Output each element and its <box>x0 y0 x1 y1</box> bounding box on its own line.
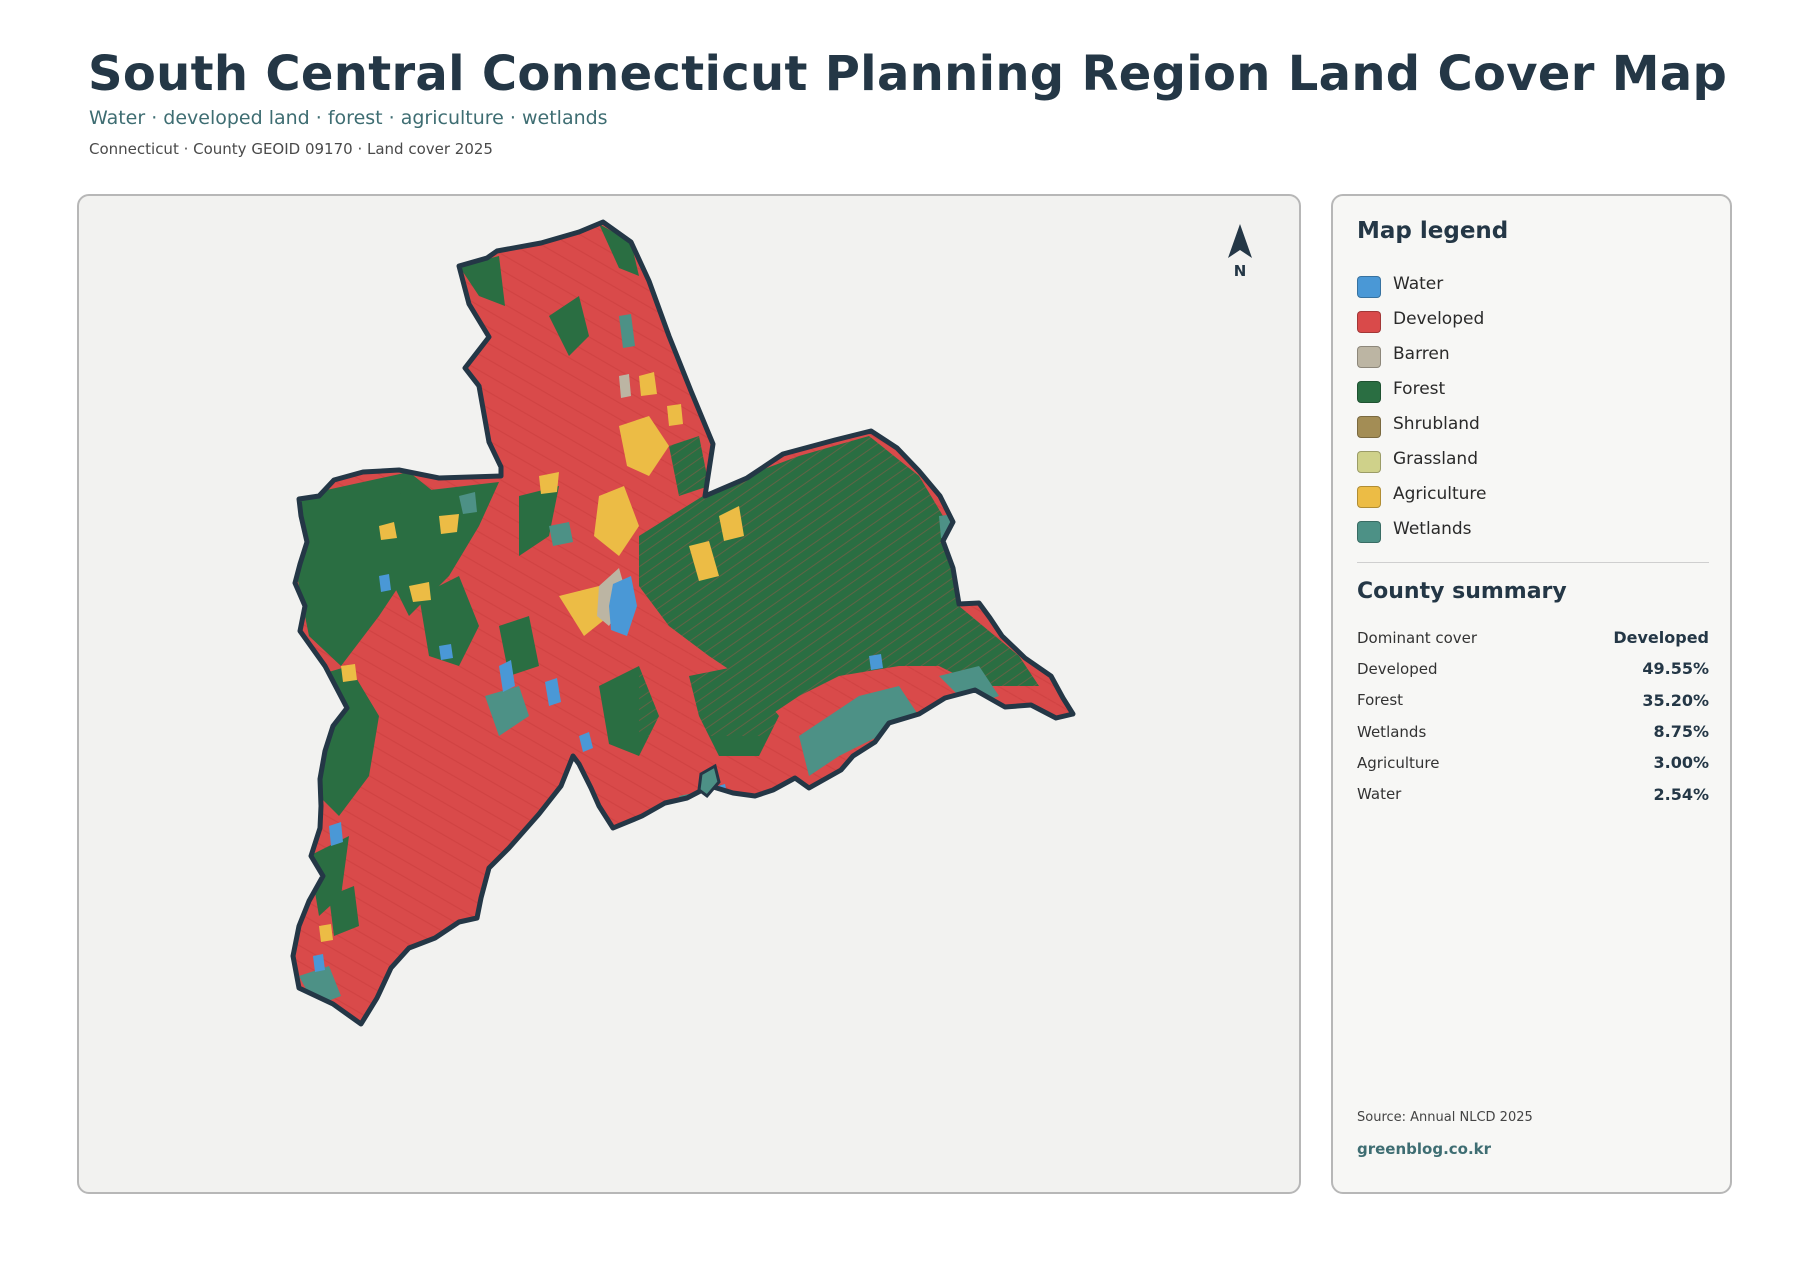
legend-divider <box>1357 562 1709 563</box>
summary-row: Agriculture 3.00% <box>1357 747 1709 778</box>
summary-key: Agriculture <box>1357 753 1440 772</box>
summary-table: Dominant cover Developed Developed 49.55… <box>1357 622 1709 810</box>
legend-swatch-developed <box>1357 310 1381 333</box>
legend-item-shrubland: Shrubland <box>1357 406 1487 441</box>
legend-item-wetlands: Wetlands <box>1357 511 1487 546</box>
legend-label: Wetlands <box>1393 518 1472 539</box>
summary-key: Forest <box>1357 691 1404 710</box>
summary-value: Developed <box>1613 628 1709 648</box>
summary-key: Dominant cover <box>1357 628 1478 647</box>
summary-row: Forest 35.20% <box>1357 685 1709 716</box>
legend-label: Grassland <box>1393 448 1478 469</box>
legend-label: Developed <box>1393 308 1485 329</box>
legend-item-forest: Forest <box>1357 371 1487 406</box>
summary-value: 8.75% <box>1653 722 1709 742</box>
map-title: South Central Connecticut Planning Regio… <box>88 46 1728 102</box>
summary-value: 2.54% <box>1653 784 1709 804</box>
legend-swatch-forest <box>1357 380 1381 403</box>
legend-item-grassland: Grassland <box>1357 441 1487 476</box>
legend-label: Water <box>1393 273 1444 294</box>
summary-key: Developed <box>1357 659 1438 678</box>
legend-item-agriculture: Agriculture <box>1357 476 1487 511</box>
map-subtitle: Water · developed land · forest · agricu… <box>89 107 608 129</box>
summary-row: Dominant cover Developed <box>1357 622 1709 653</box>
legend-swatch-water <box>1357 275 1381 298</box>
legend-list: Water Developed Barren Forest Shrubland … <box>1357 266 1487 546</box>
north-arrow-icon <box>1228 224 1252 258</box>
north-arrow: N <box>1220 224 1260 284</box>
summary-row: Wetlands 8.75% <box>1357 716 1709 747</box>
summary-value: 3.00% <box>1653 753 1709 773</box>
legend-swatch-shrubland <box>1357 415 1381 438</box>
summary-key: Water <box>1357 785 1402 804</box>
legend-item-barren: Barren <box>1357 336 1487 371</box>
summary-value: 49.55% <box>1642 659 1709 679</box>
legend-swatch-barren <box>1357 345 1381 368</box>
side-panel: Map legend Water Developed Barren Forest… <box>1331 194 1732 1194</box>
site-credit: greenblog.co.kr <box>1357 1140 1492 1158</box>
north-label: N <box>1233 262 1247 280</box>
source-note: Source: Annual NLCD 2025 <box>1357 1110 1533 1125</box>
legend-label: Barren <box>1393 343 1450 364</box>
summary-row: Developed 49.55% <box>1357 653 1709 684</box>
summary-row: Water 2.54% <box>1357 778 1709 809</box>
county-map <box>79 196 1301 1194</box>
summary-key: Wetlands <box>1357 722 1427 741</box>
legend-item-water: Water <box>1357 266 1487 301</box>
legend-label: Agriculture <box>1393 483 1487 504</box>
legend-swatch-agriculture <box>1357 485 1381 508</box>
legend-title: Map legend <box>1357 218 1509 244</box>
legend-swatch-wetlands <box>1357 520 1381 543</box>
summary-title: County summary <box>1357 579 1567 604</box>
summary-value: 35.20% <box>1642 690 1709 710</box>
map-panel <box>77 194 1301 1194</box>
legend-item-developed: Developed <box>1357 301 1487 336</box>
legend-label: Shrubland <box>1393 413 1480 434</box>
map-meta: Connecticut · County GEOID 09170 · Land … <box>89 140 493 158</box>
legend-swatch-grassland <box>1357 450 1381 473</box>
legend-label: Forest <box>1393 378 1446 399</box>
